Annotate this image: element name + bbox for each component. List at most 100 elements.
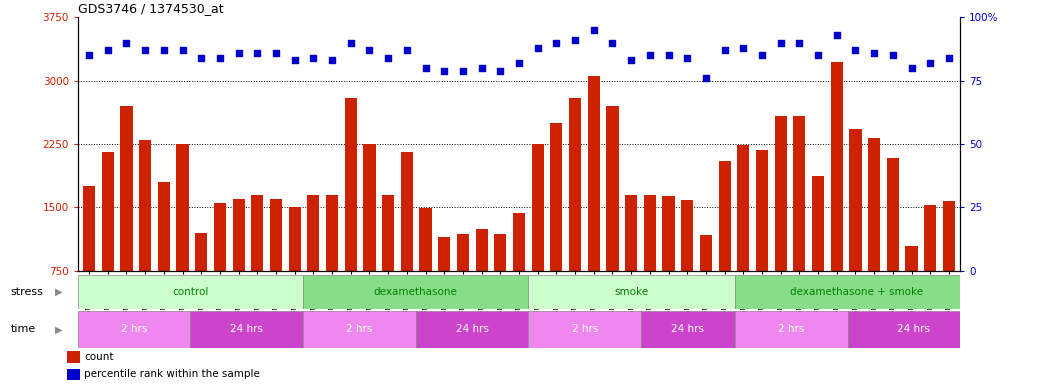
Text: ▶: ▶ (55, 324, 62, 334)
Bar (644, 195, 656, 334)
Text: control: control (172, 287, 209, 297)
Bar (735, 275, 979, 309)
Point (772, 40, 789, 46)
Text: dexamethasone: dexamethasone (374, 287, 458, 297)
Point (791, 40, 808, 46)
Point (436, 68, 453, 74)
Bar (78, 311, 191, 348)
Bar (868, 138, 880, 334)
Point (716, 47, 733, 53)
Point (623, 57, 639, 63)
Bar (289, 207, 301, 334)
Point (343, 40, 359, 46)
Text: dexamethasone + smoke: dexamethasone + smoke (790, 287, 924, 297)
Point (249, 50, 266, 56)
Point (324, 57, 340, 63)
Point (529, 45, 546, 51)
Bar (924, 205, 936, 334)
Point (492, 68, 509, 74)
Bar (303, 311, 416, 348)
Bar (363, 144, 376, 334)
Bar (550, 123, 563, 334)
Text: GDS3746 / 1374530_at: GDS3746 / 1374530_at (78, 2, 223, 15)
Point (810, 52, 826, 58)
Bar (83, 186, 95, 334)
Bar (830, 62, 843, 334)
Bar (737, 145, 749, 334)
Point (81, 52, 98, 58)
Point (660, 52, 677, 58)
Point (940, 55, 957, 61)
Point (641, 52, 658, 58)
Point (828, 32, 845, 38)
Text: 2 hrs: 2 hrs (347, 324, 373, 334)
Point (679, 55, 695, 61)
Point (268, 50, 284, 56)
Text: 24 hrs: 24 hrs (672, 324, 705, 334)
Bar (606, 106, 619, 334)
Bar (756, 150, 768, 334)
Bar (774, 116, 787, 334)
Point (137, 47, 154, 53)
Bar (641, 311, 735, 348)
Text: time: time (10, 324, 35, 334)
Text: 2 hrs: 2 hrs (572, 324, 598, 334)
Point (417, 65, 434, 71)
Bar (191, 311, 303, 348)
Bar (494, 234, 507, 334)
Point (548, 40, 565, 46)
Bar (531, 144, 544, 334)
Text: 24 hrs: 24 hrs (230, 324, 264, 334)
Point (305, 55, 322, 61)
Bar (905, 246, 918, 334)
Bar (812, 176, 824, 334)
Bar (943, 200, 955, 334)
Point (156, 47, 172, 53)
Bar (588, 76, 600, 334)
Point (735, 45, 752, 51)
Bar (847, 311, 979, 348)
Text: percentile rank within the sample: percentile rank within the sample (84, 369, 260, 379)
Text: smoke: smoke (614, 287, 649, 297)
Bar (270, 199, 282, 334)
Point (754, 52, 770, 58)
Bar (345, 98, 357, 334)
Text: ▶: ▶ (55, 287, 62, 297)
Bar (419, 208, 432, 334)
Point (884, 52, 901, 58)
Point (473, 65, 490, 71)
Point (212, 55, 228, 61)
Bar (457, 233, 469, 334)
Point (118, 40, 135, 46)
Point (922, 60, 938, 66)
Bar (307, 195, 320, 334)
Point (230, 50, 247, 56)
Bar (662, 196, 675, 334)
Bar (849, 129, 862, 334)
Point (174, 47, 191, 53)
Bar (569, 98, 581, 334)
Point (567, 37, 583, 43)
Bar (416, 311, 528, 348)
Bar (326, 195, 338, 334)
Point (511, 60, 527, 66)
Bar (528, 311, 641, 348)
Bar (700, 235, 712, 334)
Text: 2 hrs: 2 hrs (778, 324, 804, 334)
Bar (195, 233, 208, 334)
Bar (251, 195, 264, 334)
Point (903, 65, 920, 71)
Point (100, 47, 116, 53)
Text: stress: stress (10, 287, 44, 297)
Bar (625, 195, 637, 334)
Bar (233, 199, 245, 334)
Bar (120, 106, 133, 334)
Bar (793, 116, 805, 334)
Text: 2 hrs: 2 hrs (121, 324, 147, 334)
Bar (438, 237, 450, 334)
Bar (528, 275, 735, 309)
Bar (475, 229, 488, 334)
Bar (78, 275, 303, 309)
Point (847, 47, 864, 53)
Point (193, 55, 210, 61)
